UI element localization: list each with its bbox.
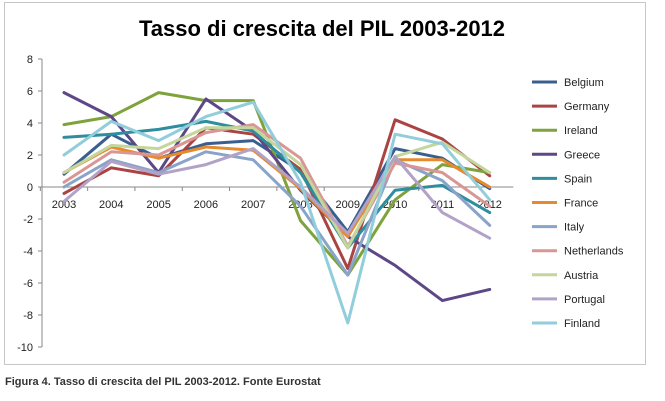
y-tick-label: -8 <box>23 310 33 322</box>
legend-label-austria: Austria <box>564 270 599 282</box>
legend-label-finland: Finland <box>564 318 600 330</box>
legend-label-ireland: Ireland <box>564 125 598 137</box>
legend-label-germany: Germany <box>564 101 610 113</box>
y-tick-label: 6 <box>27 86 33 98</box>
legend-label-netherlands: Netherlands <box>564 246 624 258</box>
series-line-austria <box>62 126 492 250</box>
legend-label-spain: Spain <box>564 173 592 185</box>
legend-label-italy: Italy <box>564 222 585 234</box>
series-line-finland <box>62 100 492 325</box>
x-tick-label: 2003 <box>52 199 76 211</box>
chart-area <box>4 2 646 365</box>
x-tick-label: 2006 <box>194 199 218 211</box>
series-lines <box>62 91 492 325</box>
series-line-italy <box>62 150 492 277</box>
series-line-greece <box>62 91 492 303</box>
legend-label-greece: Greece <box>564 149 600 161</box>
y-tick-label: 8 <box>27 54 33 66</box>
y-tick-label: -6 <box>23 278 33 290</box>
y-tick-label: 4 <box>27 118 33 130</box>
figure-caption: Figura 4. Tasso di crescita del PIL 2003… <box>5 376 321 388</box>
legend-label-belgium: Belgium <box>564 77 604 89</box>
x-tick-label: 2005 <box>146 199 170 211</box>
legend-label-portugal: Portugal <box>564 294 605 306</box>
chart-title: Tasso di crescita del PIL 2003-2012 <box>139 16 505 41</box>
x-tick-label: 2009 <box>336 199 360 211</box>
y-tick-label: -10 <box>17 342 33 354</box>
y-tick-label: 2 <box>27 150 33 162</box>
x-tick-label: 2007 <box>241 199 265 211</box>
y-tick-label: -4 <box>23 246 33 258</box>
series-line-portugal <box>62 147 492 240</box>
x-tick-label: 2004 <box>99 199 123 211</box>
y-tick-label: 0 <box>27 182 33 194</box>
legend: Belgium Germany Ireland Greece Spain France It… <box>532 77 624 330</box>
y-tick-label: -2 <box>23 214 33 226</box>
x-tick-label: 2011 <box>431 199 455 211</box>
legend-label-france: France <box>564 198 598 210</box>
